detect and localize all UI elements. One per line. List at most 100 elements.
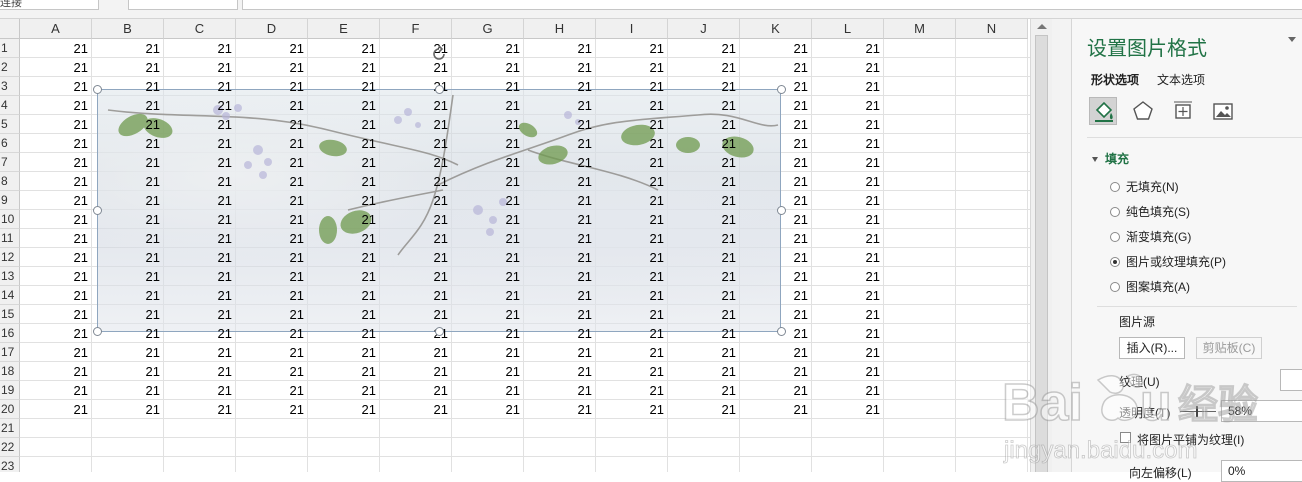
column-header-E[interactable]: E <box>308 19 380 39</box>
scroll-thumb[interactable] <box>1035 35 1048 472</box>
column-header-K[interactable]: K <box>740 19 812 39</box>
cell-L19[interactable]: 21 <box>865 383 880 398</box>
cell-G14[interactable]: 21 <box>505 288 520 303</box>
cell-K7[interactable]: 21 <box>793 155 808 170</box>
cell-I12[interactable]: 21 <box>649 250 664 265</box>
cell-L8[interactable]: 21 <box>865 174 880 189</box>
cell-E19[interactable]: 21 <box>361 383 376 398</box>
row-header-12[interactable]: 12 <box>0 248 20 267</box>
cell-C19[interactable]: 21 <box>217 383 232 398</box>
cell-E9[interactable]: 21 <box>361 193 376 208</box>
cell-J18[interactable]: 21 <box>721 364 736 379</box>
cell-J2[interactable]: 21 <box>721 60 736 75</box>
cell-B17[interactable]: 21 <box>145 345 160 360</box>
cell-I18[interactable]: 21 <box>649 364 664 379</box>
cell-J1[interactable]: 21 <box>721 41 736 56</box>
cell-E13[interactable]: 21 <box>361 269 376 284</box>
insert-button[interactable]: 插入(R)... <box>1119 337 1185 359</box>
row-header-23[interactable]: 23 <box>0 457 20 472</box>
cell-K1[interactable]: 21 <box>793 41 808 56</box>
cell-F4[interactable]: 21 <box>433 98 448 113</box>
cell-I4[interactable]: 21 <box>649 98 664 113</box>
slider-knob[interactable] <box>1196 406 1198 417</box>
cell-H6[interactable]: 21 <box>577 136 592 151</box>
cell-H3[interactable]: 21 <box>577 79 592 94</box>
transparency-input[interactable]: 58% <box>1221 400 1302 422</box>
cell-E2[interactable]: 21 <box>361 60 376 75</box>
cell-K16[interactable]: 21 <box>793 326 808 341</box>
row-header-9[interactable]: 9 <box>0 191 20 210</box>
cell-C17[interactable]: 21 <box>217 345 232 360</box>
row-header-4[interactable]: 4 <box>0 96 20 115</box>
cell-I9[interactable]: 21 <box>649 193 664 208</box>
cell-F6[interactable]: 21 <box>433 136 448 151</box>
cell-H11[interactable]: 21 <box>577 231 592 246</box>
fill-line-icon[interactable] <box>1089 97 1117 125</box>
cell-K20[interactable]: 21 <box>793 402 808 417</box>
cell-H9[interactable]: 21 <box>577 193 592 208</box>
cell-F7[interactable]: 21 <box>433 155 448 170</box>
formula-input[interactable] <box>242 0 1302 10</box>
cell-G13[interactable]: 21 <box>505 269 520 284</box>
tab-text-options[interactable]: 文本选项 <box>1157 73 1206 87</box>
cell-I14[interactable]: 21 <box>649 288 664 303</box>
radio-pattern-fill[interactable]: 图案填充(A) <box>1110 279 1290 295</box>
cell-G4[interactable]: 21 <box>505 98 520 113</box>
cell-H12[interactable]: 21 <box>577 250 592 265</box>
column-header-D[interactable]: D <box>236 19 308 39</box>
cell-D3[interactable]: 21 <box>289 79 304 94</box>
resize-handle-top[interactable] <box>435 85 444 94</box>
texture-picker[interactable] <box>1280 369 1302 391</box>
cell-J17[interactable]: 21 <box>721 345 736 360</box>
cell-D9[interactable]: 21 <box>289 193 304 208</box>
cell-I8[interactable]: 21 <box>649 174 664 189</box>
cell-B14[interactable]: 21 <box>145 288 160 303</box>
cell-L20[interactable]: 21 <box>865 402 880 417</box>
cell-J9[interactable]: 21 <box>721 193 736 208</box>
cell-D12[interactable]: 21 <box>289 250 304 265</box>
cell-I1[interactable]: 21 <box>649 41 664 56</box>
cell-L5[interactable]: 21 <box>865 117 880 132</box>
cell-J8[interactable]: 21 <box>721 174 736 189</box>
tab-shape-options[interactable]: 形状选项 <box>1091 73 1140 87</box>
cell-C18[interactable]: 21 <box>217 364 232 379</box>
cell-J10[interactable]: 21 <box>721 212 736 227</box>
cell-E12[interactable]: 21 <box>361 250 376 265</box>
cell-L6[interactable]: 21 <box>865 136 880 151</box>
cell-B19[interactable]: 21 <box>145 383 160 398</box>
cell-G12[interactable]: 21 <box>505 250 520 265</box>
cell-I19[interactable]: 21 <box>649 383 664 398</box>
cell-C2[interactable]: 21 <box>217 60 232 75</box>
cell-L1[interactable]: 21 <box>865 41 880 56</box>
cell-K12[interactable]: 21 <box>793 250 808 265</box>
cell-K10[interactable]: 21 <box>793 212 808 227</box>
cell-J7[interactable]: 21 <box>721 155 736 170</box>
cell-C8[interactable]: 21 <box>217 174 232 189</box>
cell-K13[interactable]: 21 <box>793 269 808 284</box>
cell-A13[interactable]: 21 <box>73 269 88 284</box>
cell-J13[interactable]: 21 <box>721 269 736 284</box>
scroll-up-icon[interactable] <box>1037 24 1047 29</box>
cell-E11[interactable]: 21 <box>361 231 376 246</box>
cell-B18[interactable]: 21 <box>145 364 160 379</box>
radio-picture-fill[interactable]: 图片或纹理填充(P) <box>1110 254 1290 270</box>
cell-G10[interactable]: 21 <box>505 212 520 227</box>
row-header-14[interactable]: 14 <box>0 286 20 305</box>
cell-D1[interactable]: 21 <box>289 41 304 56</box>
cell-J11[interactable]: 21 <box>721 231 736 246</box>
cell-K19[interactable]: 21 <box>793 383 808 398</box>
cell-F11[interactable]: 21 <box>433 231 448 246</box>
cell-I5[interactable]: 21 <box>649 117 664 132</box>
cell-A11[interactable]: 21 <box>73 231 88 246</box>
cell-G16[interactable]: 21 <box>505 326 520 341</box>
cell-K8[interactable]: 21 <box>793 174 808 189</box>
cell-D4[interactable]: 21 <box>289 98 304 113</box>
cell-K15[interactable]: 21 <box>793 307 808 322</box>
cell-C12[interactable]: 21 <box>217 250 232 265</box>
cell-H16[interactable]: 21 <box>577 326 592 341</box>
cell-L17[interactable]: 21 <box>865 345 880 360</box>
column-header-A[interactable]: A <box>20 19 92 39</box>
cell-F20[interactable]: 21 <box>433 402 448 417</box>
cell-D7[interactable]: 21 <box>289 155 304 170</box>
cell-K17[interactable]: 21 <box>793 345 808 360</box>
